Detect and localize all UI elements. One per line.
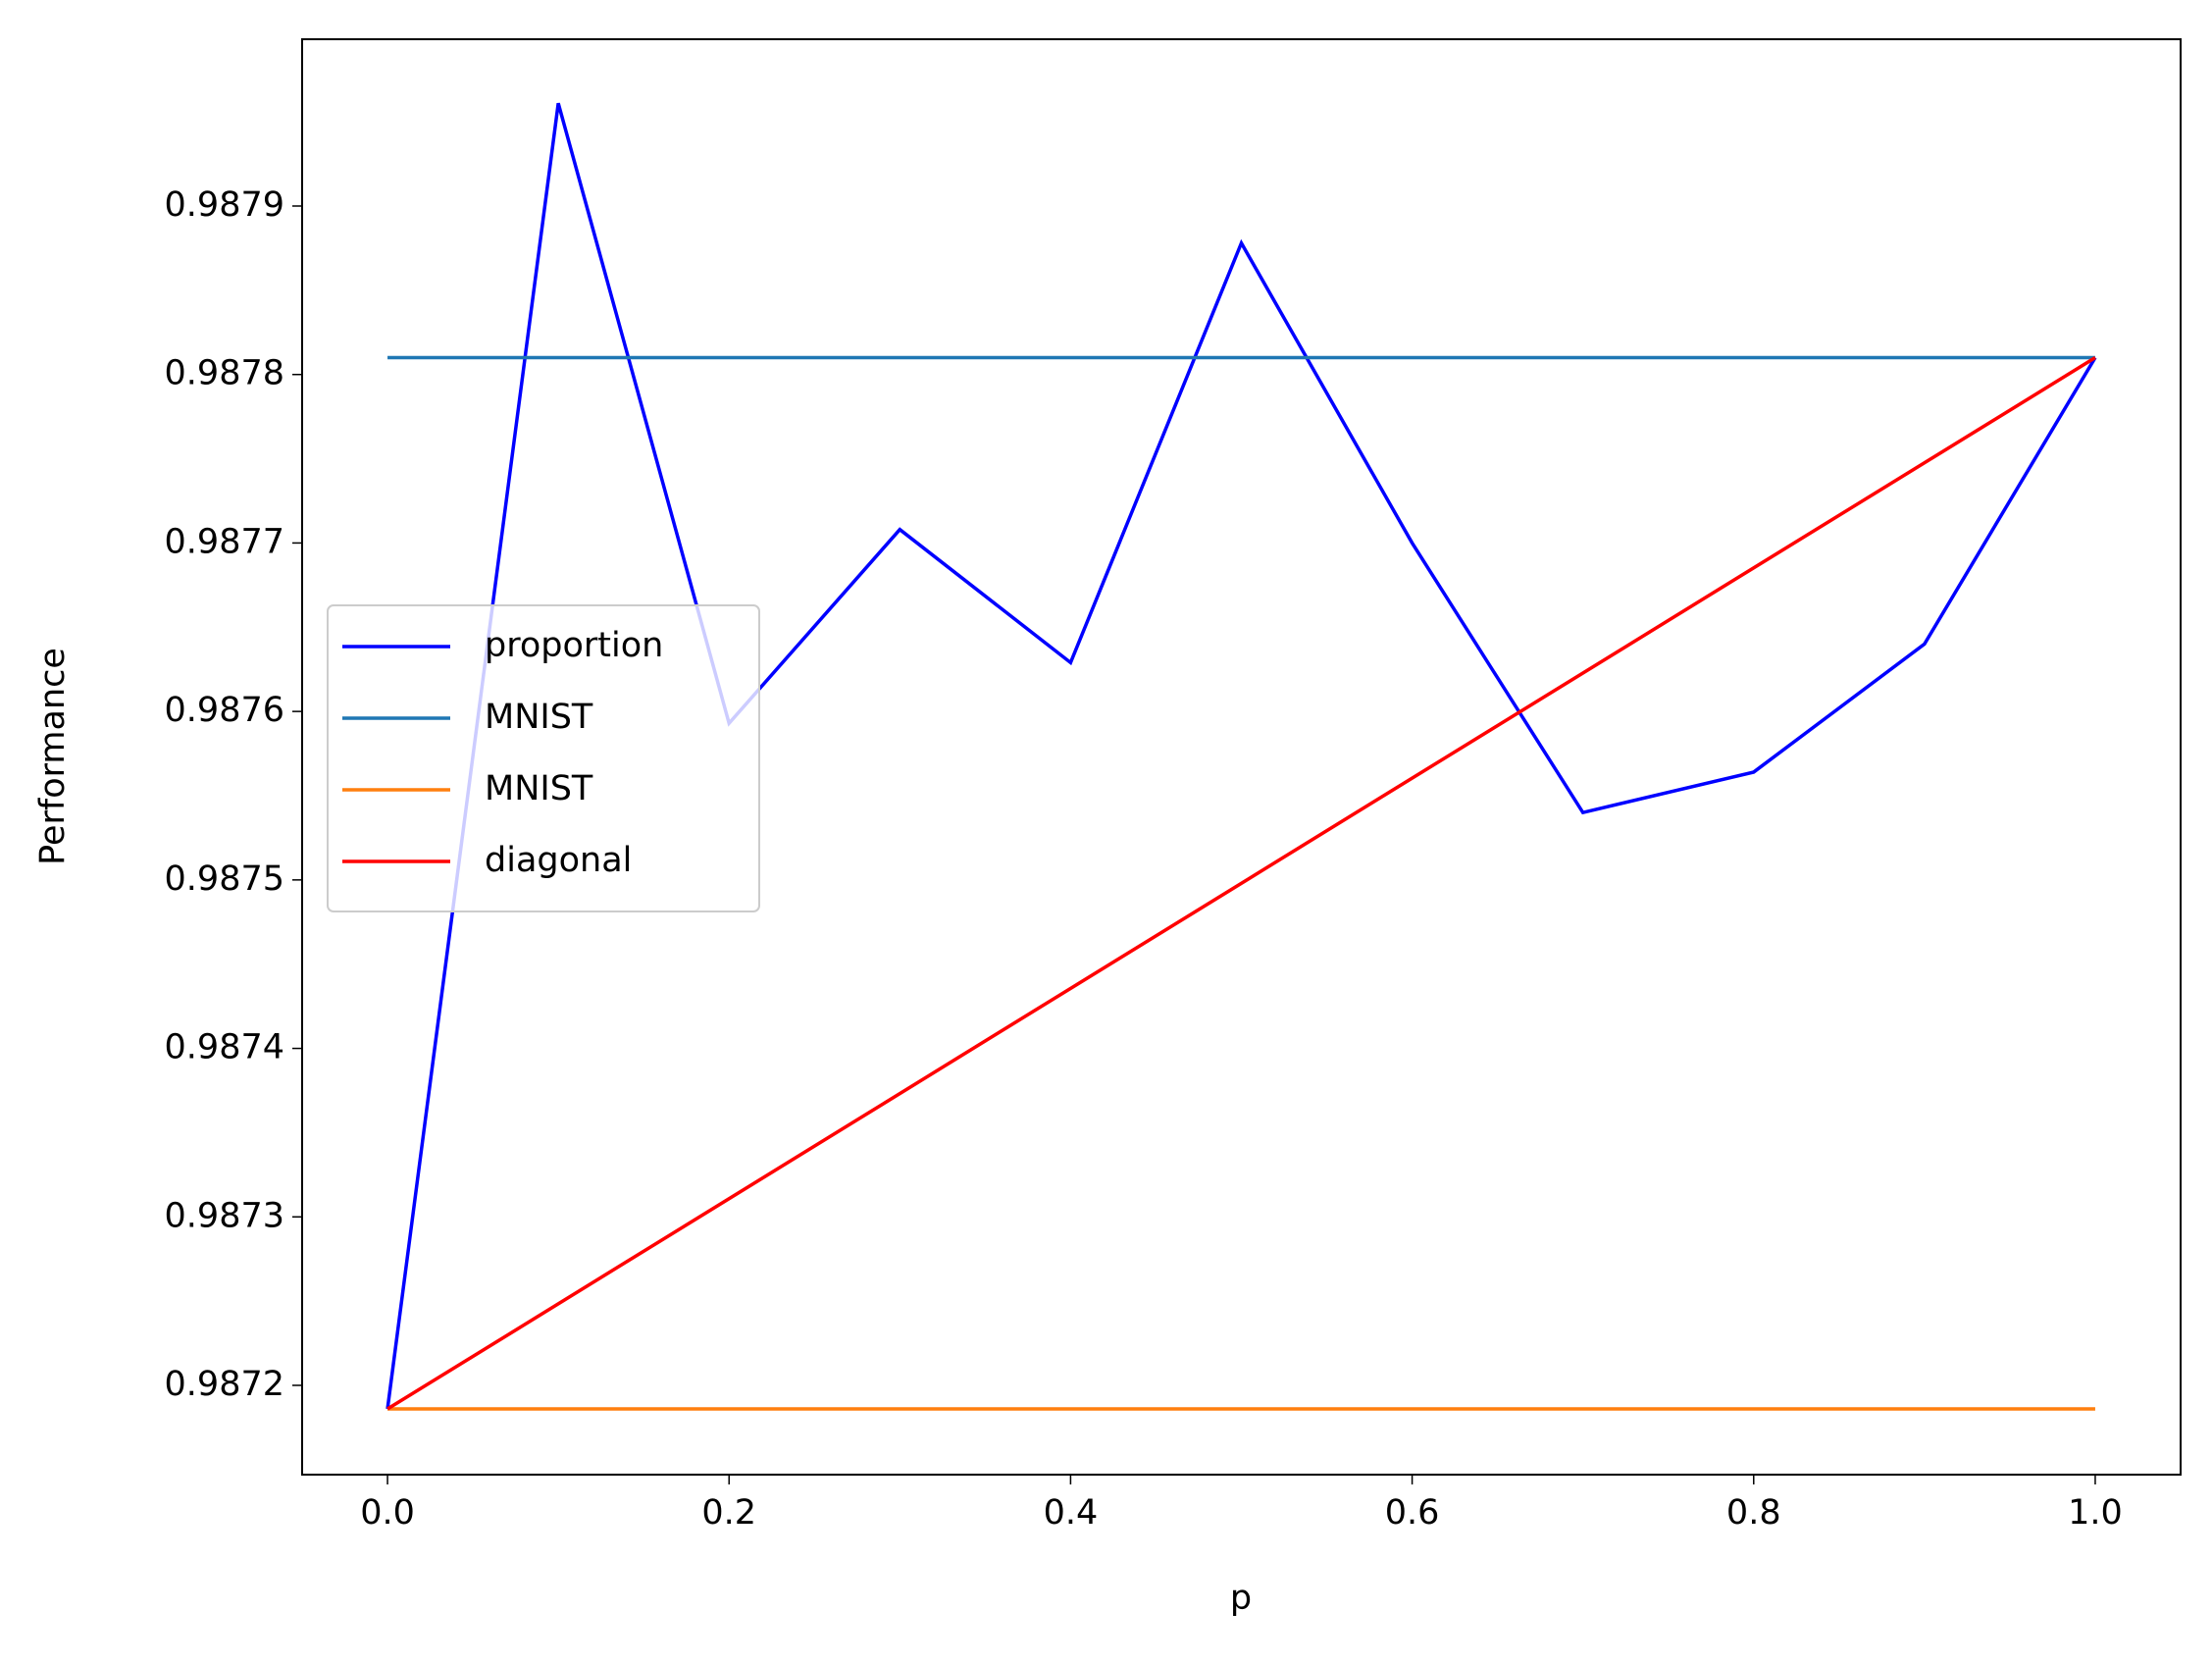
y-tick-label: 0.9874 [165, 1028, 284, 1067]
y-tick-label: 0.9876 [165, 691, 284, 730]
legend-label: proportion [485, 626, 663, 665]
line-series [386, 356, 2096, 1411]
y-tick-label: 0.9873 [165, 1196, 284, 1235]
y-tick-label: 0.9877 [165, 522, 284, 561]
x-tick-label: 0.8 [1726, 1493, 1781, 1533]
x-tick-label: 0.0 [360, 1493, 415, 1533]
legend: proportion MNIST MNIST diagonal [327, 604, 760, 912]
x-tick-label: 0.6 [1385, 1493, 1440, 1533]
x-tick-label: 0.2 [701, 1493, 756, 1533]
legend-box [327, 604, 760, 912]
legend-label: MNIST [485, 769, 593, 808]
y-tick-label: 0.9879 [165, 185, 284, 225]
legend-label: MNIST [485, 698, 593, 737]
x-axis-label: p [1230, 1579, 1252, 1618]
y-axis-label: Performance [33, 648, 73, 865]
x-tick-label: 1.0 [2068, 1493, 2123, 1533]
legend-label: diagonal [485, 841, 632, 880]
y-tick-label: 0.9878 [165, 354, 284, 393]
y-tick-label: 0.9875 [165, 859, 284, 899]
x-tick-label: 0.4 [1044, 1493, 1099, 1533]
plot-frame [301, 38, 2182, 1476]
line-series [386, 102, 2097, 1410]
y-tick-label: 0.9872 [165, 1365, 284, 1404]
